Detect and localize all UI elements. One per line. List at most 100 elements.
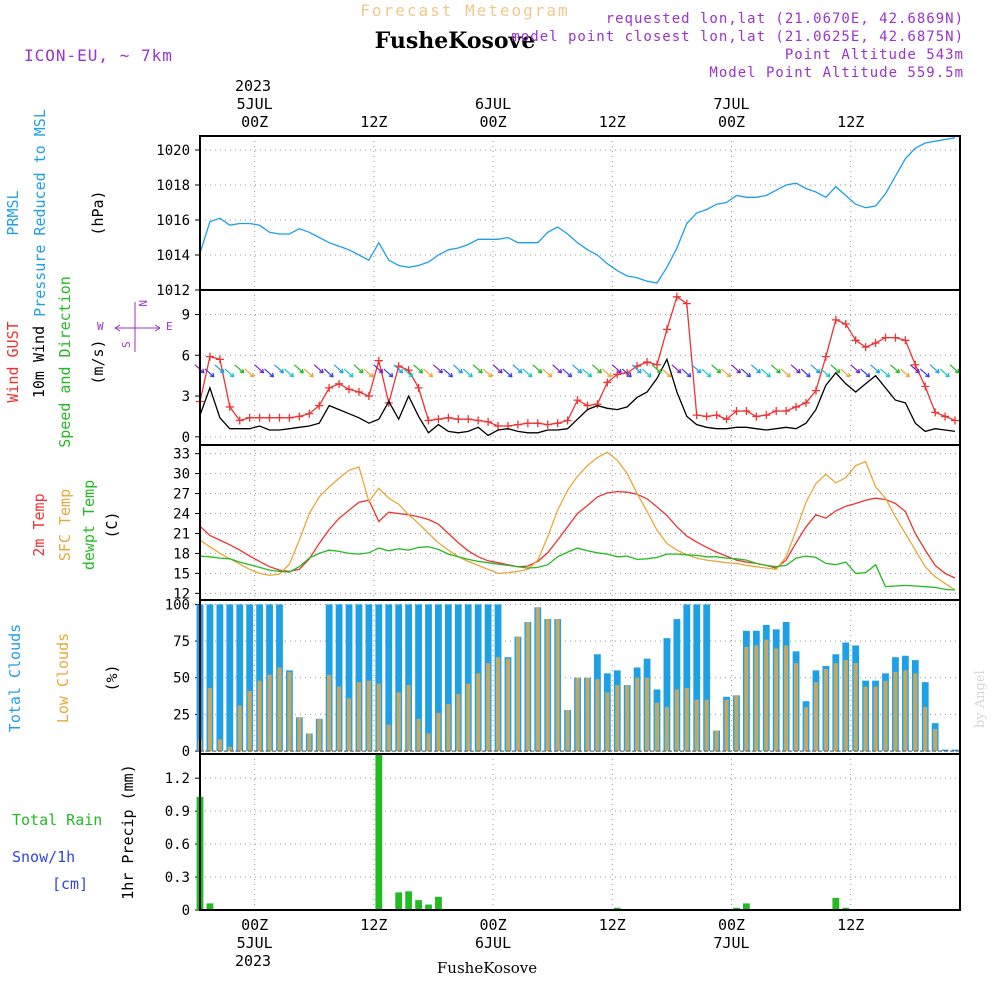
bar-clouds-0 xyxy=(385,604,393,752)
y-tick-label: 0.3 xyxy=(165,870,190,886)
wind-direction-arrow xyxy=(303,368,314,378)
gust-marker xyxy=(583,401,592,410)
top-date-label: 7JUL xyxy=(713,95,749,113)
gust-marker xyxy=(265,413,274,422)
bar-clouds-1 xyxy=(823,668,828,752)
y-tick-label: 1016 xyxy=(156,213,190,229)
bar-clouds-1 xyxy=(416,718,421,752)
y-tick-label: 0 xyxy=(182,430,190,446)
wind-direction-arrow xyxy=(591,364,602,374)
gust-marker xyxy=(245,413,254,422)
gust-marker xyxy=(732,407,741,416)
wind-direction-arrow xyxy=(671,364,682,374)
bar-clouds-1 xyxy=(644,677,650,752)
bar-precipitation-0 xyxy=(832,897,840,910)
gust-marker xyxy=(305,409,314,418)
point-altitude: Point Altitude 543m xyxy=(785,47,964,63)
gust-marker xyxy=(871,339,880,348)
panel-wind: 0 3 6 9 W E N S Wind GUST 10m Wind Speed and Direc… xyxy=(4,276,961,448)
wind-direction-arrow xyxy=(810,364,821,374)
bar-precipitation-0 xyxy=(415,900,422,910)
bar-clouds-1 xyxy=(754,645,759,752)
bar-clouds-0 xyxy=(216,604,224,752)
gust-marker xyxy=(722,415,731,424)
wind-direction-arrow xyxy=(860,368,871,378)
bar-clouds-1 xyxy=(406,685,411,752)
bar-clouds-1 xyxy=(476,673,481,752)
gust-marker xyxy=(941,412,950,421)
bar-clouds-0 xyxy=(464,604,472,752)
gust-marker xyxy=(702,412,711,421)
gust-marker xyxy=(523,419,532,428)
gust-marker xyxy=(345,385,354,394)
wind-direction-arrow xyxy=(741,368,751,378)
panel-frame xyxy=(199,135,961,291)
top-hour-label: 12Z xyxy=(360,113,387,131)
wind-direction-arrow xyxy=(522,368,533,378)
wind-direction-arrow xyxy=(293,364,304,374)
bar-precipitation-0 xyxy=(425,904,432,910)
bar-clouds-1 xyxy=(744,646,749,752)
y-tick-label: 0.9 xyxy=(165,804,190,820)
gust-marker xyxy=(543,420,552,429)
wind-direction-arrow xyxy=(502,368,513,378)
series-line-0 xyxy=(199,137,956,284)
wind-direction-arrow xyxy=(800,368,811,378)
gust-marker xyxy=(494,421,503,430)
wind-direction-arrow xyxy=(423,368,434,378)
watermark: by Angel xyxy=(973,670,988,728)
bar-clouds-1 xyxy=(227,746,232,752)
bottom-hour-label: 00Z xyxy=(241,916,268,934)
wind-direction-arrow xyxy=(750,364,761,374)
bar-clouds-1 xyxy=(466,683,471,752)
bar-clouds-1 xyxy=(217,739,222,752)
wind-direction-arrow xyxy=(681,368,692,378)
y-tick-label: 0 xyxy=(182,744,190,760)
wind-direction-arrow xyxy=(214,364,225,374)
series-line-0 xyxy=(199,490,956,579)
bar-clouds-1 xyxy=(237,705,242,752)
gust-marker xyxy=(712,411,721,420)
bar-clouds-1 xyxy=(803,707,809,752)
compass-cross xyxy=(114,302,161,352)
bottom-date-label: 5JUL xyxy=(237,934,273,952)
wind-direction-arrow xyxy=(333,364,344,374)
wind-direction-arrow xyxy=(641,368,652,378)
wind-direction-arrow xyxy=(363,368,374,378)
gust-marker xyxy=(205,352,214,361)
gust-marker xyxy=(901,336,910,345)
wind-direction-arrow xyxy=(562,368,573,378)
wind-direction-arrow xyxy=(790,364,801,374)
bar-clouds-1 xyxy=(615,685,620,752)
y-tick-label: 1020 xyxy=(156,143,190,159)
gust-marker xyxy=(354,387,363,396)
gust-marker xyxy=(752,412,761,421)
y-tick-label: 15 xyxy=(173,566,190,582)
wind-direction-arrow xyxy=(532,364,543,374)
y-tick-label: 1018 xyxy=(156,178,190,194)
bar-clouds-1 xyxy=(674,689,679,752)
side-label: Pressure Reduced to MSL xyxy=(31,109,49,317)
top-hour-label: 00Z xyxy=(718,113,745,131)
bar-precipitation-0 xyxy=(405,891,413,910)
bar-clouds-1 xyxy=(913,673,918,752)
top-date-label: 5JUL xyxy=(237,95,273,113)
wind-direction-arrow xyxy=(433,364,444,374)
bar-clouds-0 xyxy=(365,604,373,752)
bar-clouds-1 xyxy=(873,686,878,752)
bottom-hour-label: 12Z xyxy=(837,916,864,934)
bar-clouds-1 xyxy=(694,699,699,752)
wind-direction-arrow xyxy=(224,368,235,378)
bar-clouds-1 xyxy=(376,683,381,752)
bar-clouds-1 xyxy=(565,710,570,752)
wind-direction-arrow xyxy=(601,368,612,378)
bar-clouds-0 xyxy=(345,604,353,752)
gust-marker xyxy=(275,413,284,422)
gust-marker xyxy=(931,408,940,417)
bar-clouds-0 xyxy=(683,604,691,752)
wind-direction-arrow xyxy=(462,368,473,378)
wind-direction-arrow xyxy=(929,364,940,374)
y-tick-label: 1014 xyxy=(156,248,190,264)
wind-direction-arrow xyxy=(244,368,255,378)
closest-coords: model point closest lon,lat (21.0625E, 4… xyxy=(511,29,964,45)
